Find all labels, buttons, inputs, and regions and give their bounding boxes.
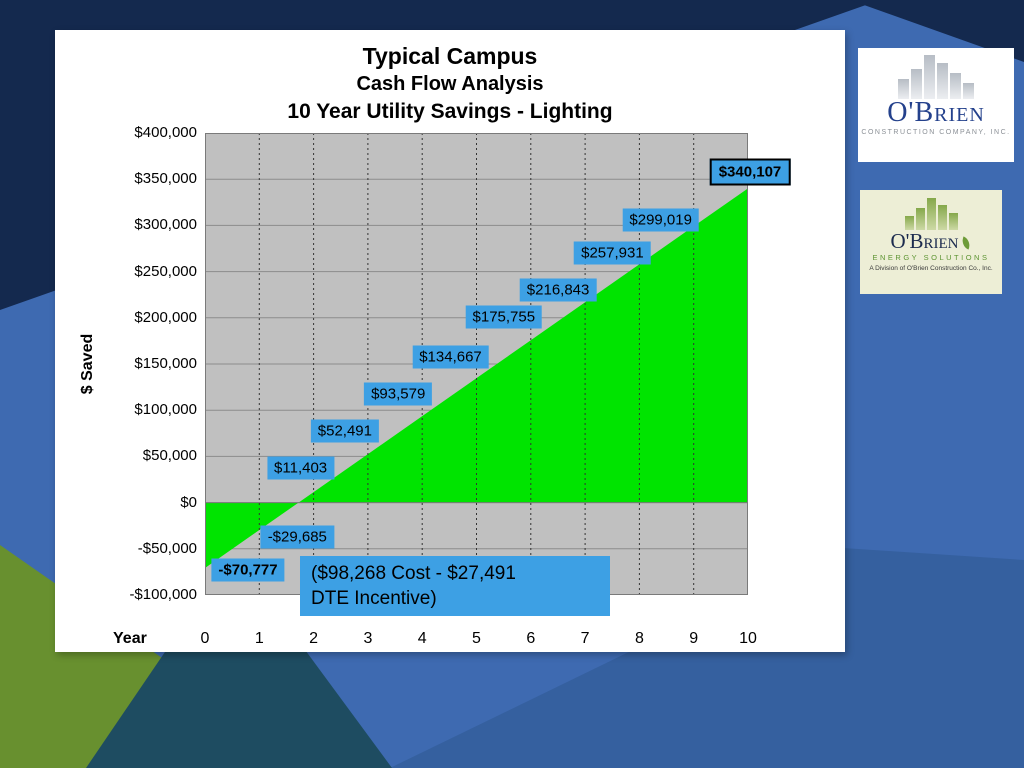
energy-logo-division: A Division of O'Brien Construction Co., … xyxy=(869,265,993,272)
data-point-label: $340,107 xyxy=(709,158,791,186)
y-axis-tick-label: $50,000 xyxy=(142,447,197,465)
data-point-label: $299,019 xyxy=(622,208,699,232)
data-point-label: -$70,777 xyxy=(211,558,285,582)
data-point-label: $257,931 xyxy=(574,241,651,265)
leaf-icon xyxy=(959,236,974,250)
data-point-label: $11,403 xyxy=(267,456,335,480)
data-point-label: $52,491 xyxy=(310,419,380,443)
bg-navy-top-right-triangle xyxy=(850,0,1024,62)
callout-line-1: ($98,268 Cost - $27,491 xyxy=(311,563,516,584)
x-axis-tick-label: 9 xyxy=(689,630,699,647)
x-axis-tick-label: 6 xyxy=(526,630,536,647)
data-point-label: $216,843 xyxy=(519,278,597,302)
callout-line-2: DTE Incentive) xyxy=(311,588,437,609)
energy-logo-name-text: O'Brien xyxy=(890,229,959,253)
x-axis-tick-label: 1 xyxy=(254,630,264,647)
chart-subtitle-1: Cash Flow Analysis xyxy=(356,73,544,95)
bg-bottom-right-triangle xyxy=(390,548,1024,768)
bg-teal-triangle xyxy=(86,552,392,768)
y-axis-tick-label: $0 xyxy=(180,493,197,511)
chart-title: Typical Campus xyxy=(362,43,538,69)
y-axis-tick-label: $350,000 xyxy=(134,170,197,188)
y-axis-tick-label: -$50,000 xyxy=(137,539,197,557)
chart-title-block: Typical Campus Cash Flow Analysis 10 Yea… xyxy=(55,42,845,126)
x-axis-tick-label: 5 xyxy=(472,630,481,647)
data-point-label: $134,667 xyxy=(412,345,489,369)
x-axis-tick-label: 0 xyxy=(200,630,210,647)
y-axis-tick-label: $200,000 xyxy=(134,308,197,326)
x-axis-tick-label: 7 xyxy=(580,630,590,647)
energy-logo-name: O'Brien xyxy=(860,230,1002,252)
x-axis-tick-label: 8 xyxy=(634,630,644,647)
y-axis-tick-label: $100,000 xyxy=(134,401,197,419)
green-buildings-icon xyxy=(860,196,1002,230)
y-axis-tick-label: $250,000 xyxy=(134,262,197,280)
buildings-icon xyxy=(858,55,1014,99)
x-axis-tick-label: 10 xyxy=(739,630,757,647)
data-point-label: $175,755 xyxy=(465,305,543,329)
construction-logo-name: O'Brien xyxy=(887,97,985,128)
callout-box: ($98,268 Cost - $27,491 DTE Incentive) xyxy=(300,556,610,616)
x-axis-tick-label: 3 xyxy=(363,630,373,647)
chart-subtitle-2: 10 Year Utility Savings - Lighting xyxy=(287,100,613,123)
x-axis-title: Year xyxy=(113,630,147,647)
y-axis-tick-label: $400,000 xyxy=(134,124,197,141)
data-point-label: $93,579 xyxy=(364,382,433,406)
obrien-energy-logo: O'Brien Energy Solutions A Division of O… xyxy=(860,190,1002,294)
y-axis-tick-label: -$100,000 xyxy=(129,586,197,603)
y-axis-tick-label: $300,000 xyxy=(134,216,197,234)
chart-panel: Typical Campus Cash Flow Analysis 10 Yea… xyxy=(55,30,845,652)
x-axis-tick-label: 4 xyxy=(417,630,427,647)
construction-logo-subtitle: Construction Company, Inc. xyxy=(861,129,1011,136)
energy-logo-subtitle: Energy Solutions xyxy=(872,253,990,262)
y-axis-tick-label: $150,000 xyxy=(134,355,197,372)
plot-area xyxy=(205,133,748,595)
x-axis-tick-label: 2 xyxy=(309,630,319,647)
obrien-construction-logo: O'Brien Construction Company, Inc. xyxy=(858,48,1014,162)
data-point-label: -$29,685 xyxy=(260,525,334,549)
